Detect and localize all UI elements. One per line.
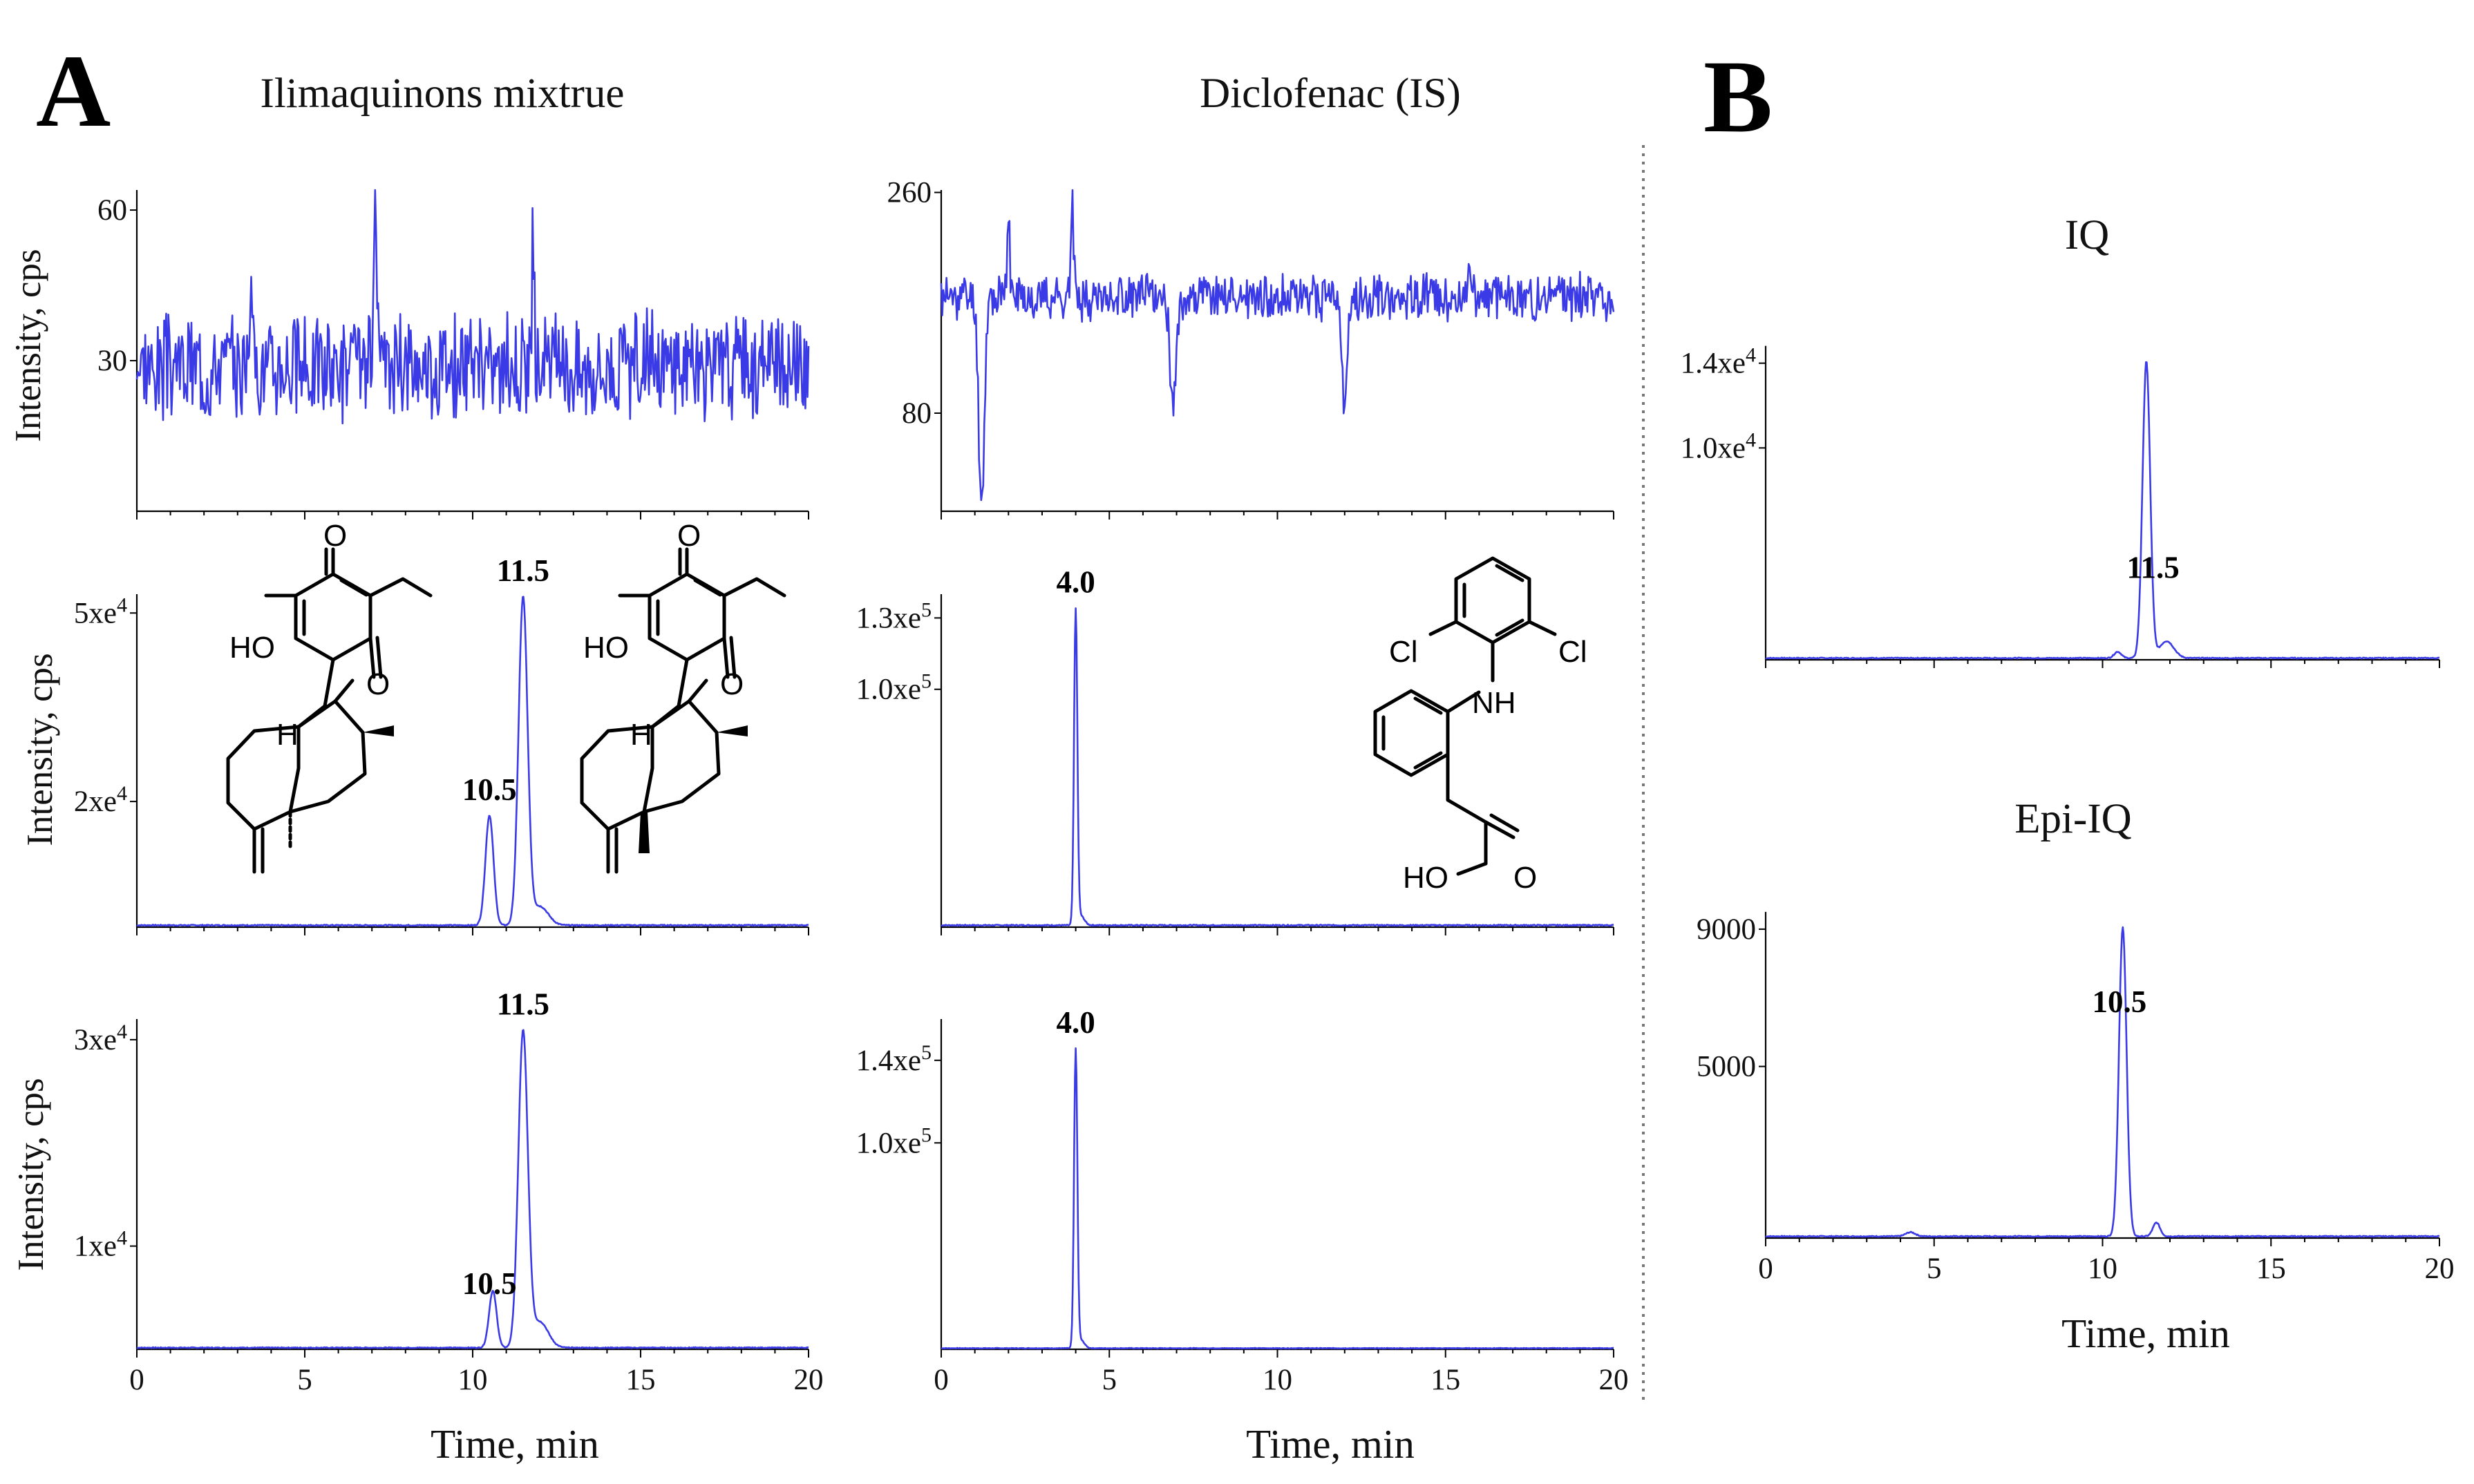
ilimaquinone-structure-left: HO O O H bbox=[226, 519, 433, 874]
y-tick-label: 1.0xe5 bbox=[856, 1123, 932, 1160]
peak-label: 4.0 bbox=[1056, 565, 1095, 600]
y-tick-label: 1.0xe5 bbox=[856, 669, 932, 706]
panel-label-a: A bbox=[36, 34, 111, 149]
x-tick-label: 0 bbox=[1758, 1253, 1773, 1285]
ilimaquinone-right-h: H bbox=[630, 718, 652, 752]
chart-ilimaquinones-standard: 2xe4 5xe4 10.5 11.5 bbox=[74, 553, 809, 935]
chart-ilimaquinones-sample: 0 5 10 15 20 1xe4 3xe4 10.5 11.5 bbox=[74, 987, 824, 1396]
xlabel-col1: Time, min bbox=[431, 1421, 599, 1467]
x-tick-label: 10 bbox=[458, 1364, 488, 1396]
diclofenac-o: O bbox=[1513, 861, 1537, 895]
chart-diclofenac-sample: 0 5 10 15 20 1.0xe5 1.4xe5 4.0 bbox=[856, 1005, 1629, 1396]
x-tick-label: 20 bbox=[794, 1364, 824, 1396]
ilimaquinone-right-o-bottom: O bbox=[720, 667, 744, 701]
chart-diclofenac-blank: 80 260 bbox=[887, 177, 1615, 520]
y-tick-label: 5000 bbox=[1697, 1051, 1756, 1083]
peak-label: 10.5 bbox=[462, 772, 517, 807]
title-iq: IQ bbox=[2065, 212, 2109, 258]
chart-diclofenac-standard: 1.0xe5 1.3xe5 4.0 bbox=[856, 565, 1614, 935]
peak-label: 11.5 bbox=[2126, 550, 2179, 584]
chromatogram-trace bbox=[136, 596, 809, 927]
x-tick-label: 10 bbox=[2088, 1253, 2117, 1285]
y-tick-label: 30 bbox=[97, 345, 127, 377]
ilimaquinone-right-ho: HO bbox=[583, 631, 629, 665]
panel-label-b: B bbox=[1703, 39, 1773, 154]
y-tick-label: 60 bbox=[97, 194, 127, 227]
x-tick-label: 5 bbox=[297, 1364, 312, 1396]
title-epi-iq: Epi-IQ bbox=[2014, 796, 2131, 842]
diclofenac-ho: HO bbox=[1403, 861, 1448, 895]
peak-label: 10.5 bbox=[462, 1266, 517, 1301]
y-tick-label: 1.0xe4 bbox=[1681, 428, 1756, 465]
diclofenac-nh: NH bbox=[1472, 686, 1516, 720]
x-tick-label: 20 bbox=[2425, 1253, 2455, 1285]
title-ilimaquinones: Ilimaquinons mixtrue bbox=[261, 70, 625, 117]
peak-label: 11.5 bbox=[497, 553, 549, 588]
ilimaquinone-right-o-top: O bbox=[677, 519, 701, 553]
x-tick-label: 15 bbox=[1430, 1364, 1460, 1396]
chromatogram-trace bbox=[135, 189, 810, 425]
chromatogram-trace bbox=[940, 189, 1615, 502]
x-tick-label: 5 bbox=[1927, 1253, 1942, 1285]
y-tick-label: 3xe4 bbox=[74, 1020, 127, 1056]
chart-ilimaquinones-blank: 30 60 bbox=[97, 189, 810, 520]
peak-label: 4.0 bbox=[1056, 1005, 1095, 1040]
xlabel-col3: Time, min bbox=[2061, 1311, 2230, 1356]
y-tick-label: 80 bbox=[902, 397, 932, 430]
y-tick-label: 1.3xe5 bbox=[856, 598, 932, 635]
chromatogram-trace bbox=[941, 1047, 1614, 1350]
diclofenac-cl-right: Cl bbox=[1558, 635, 1587, 669]
chromatogram-trace bbox=[1765, 361, 2440, 660]
xlabel-col2: Time, min bbox=[1246, 1421, 1415, 1467]
ylabel-row2: Intensity, cps bbox=[20, 653, 60, 846]
x-tick-label: 0 bbox=[934, 1364, 949, 1396]
diclofenac-structure: Cl Cl NH HO O bbox=[1373, 556, 1587, 895]
x-tick-label: 10 bbox=[1263, 1364, 1292, 1396]
x-tick-label: 20 bbox=[1599, 1364, 1629, 1396]
chromatogram-trace bbox=[941, 607, 1614, 927]
ilimaquinone-left-o-bottom: O bbox=[366, 667, 390, 701]
y-tick-label: 1.4xe5 bbox=[856, 1040, 932, 1077]
ylabel-row3: Intensity, cps bbox=[11, 1078, 51, 1271]
x-tick-label: 5 bbox=[1102, 1364, 1117, 1396]
y-tick-label: 1xe4 bbox=[74, 1226, 127, 1263]
y-tick-label: 2xe4 bbox=[74, 782, 127, 819]
ilimaquinone-left-ho: HO bbox=[229, 631, 275, 665]
chromatogram-trace bbox=[1765, 926, 2440, 1238]
x-tick-label: 0 bbox=[129, 1364, 144, 1396]
y-tick-label: 1.4xe4 bbox=[1681, 343, 1756, 380]
ilimaquinone-left-o-top: O bbox=[323, 519, 347, 553]
peak-label: 11.5 bbox=[497, 987, 549, 1021]
y-tick-label: 9000 bbox=[1697, 913, 1756, 946]
chromatogram-trace bbox=[136, 1029, 809, 1349]
x-tick-label: 15 bbox=[2256, 1253, 2286, 1285]
ilimaquinone-left-h: H bbox=[276, 718, 299, 752]
ilimaquinone-structure-right: HO O O H bbox=[580, 519, 786, 874]
chart-epi-iq: 0 5 10 15 20 5000 9000 10.5 bbox=[1697, 911, 2455, 1285]
diclofenac-cl-left: Cl bbox=[1389, 635, 1418, 669]
peak-label: 10.5 bbox=[2093, 984, 2147, 1019]
y-tick-label: 260 bbox=[887, 177, 932, 209]
title-diclofenac: Diclofenac (IS) bbox=[1200, 70, 1461, 117]
y-tick-label: 5xe4 bbox=[74, 593, 127, 630]
chart-iq: 1.0xe4 1.4xe4 11.5 bbox=[1681, 343, 2440, 668]
x-tick-label: 15 bbox=[626, 1364, 656, 1396]
ylabel-row1: Intensity, cps bbox=[8, 249, 48, 441]
